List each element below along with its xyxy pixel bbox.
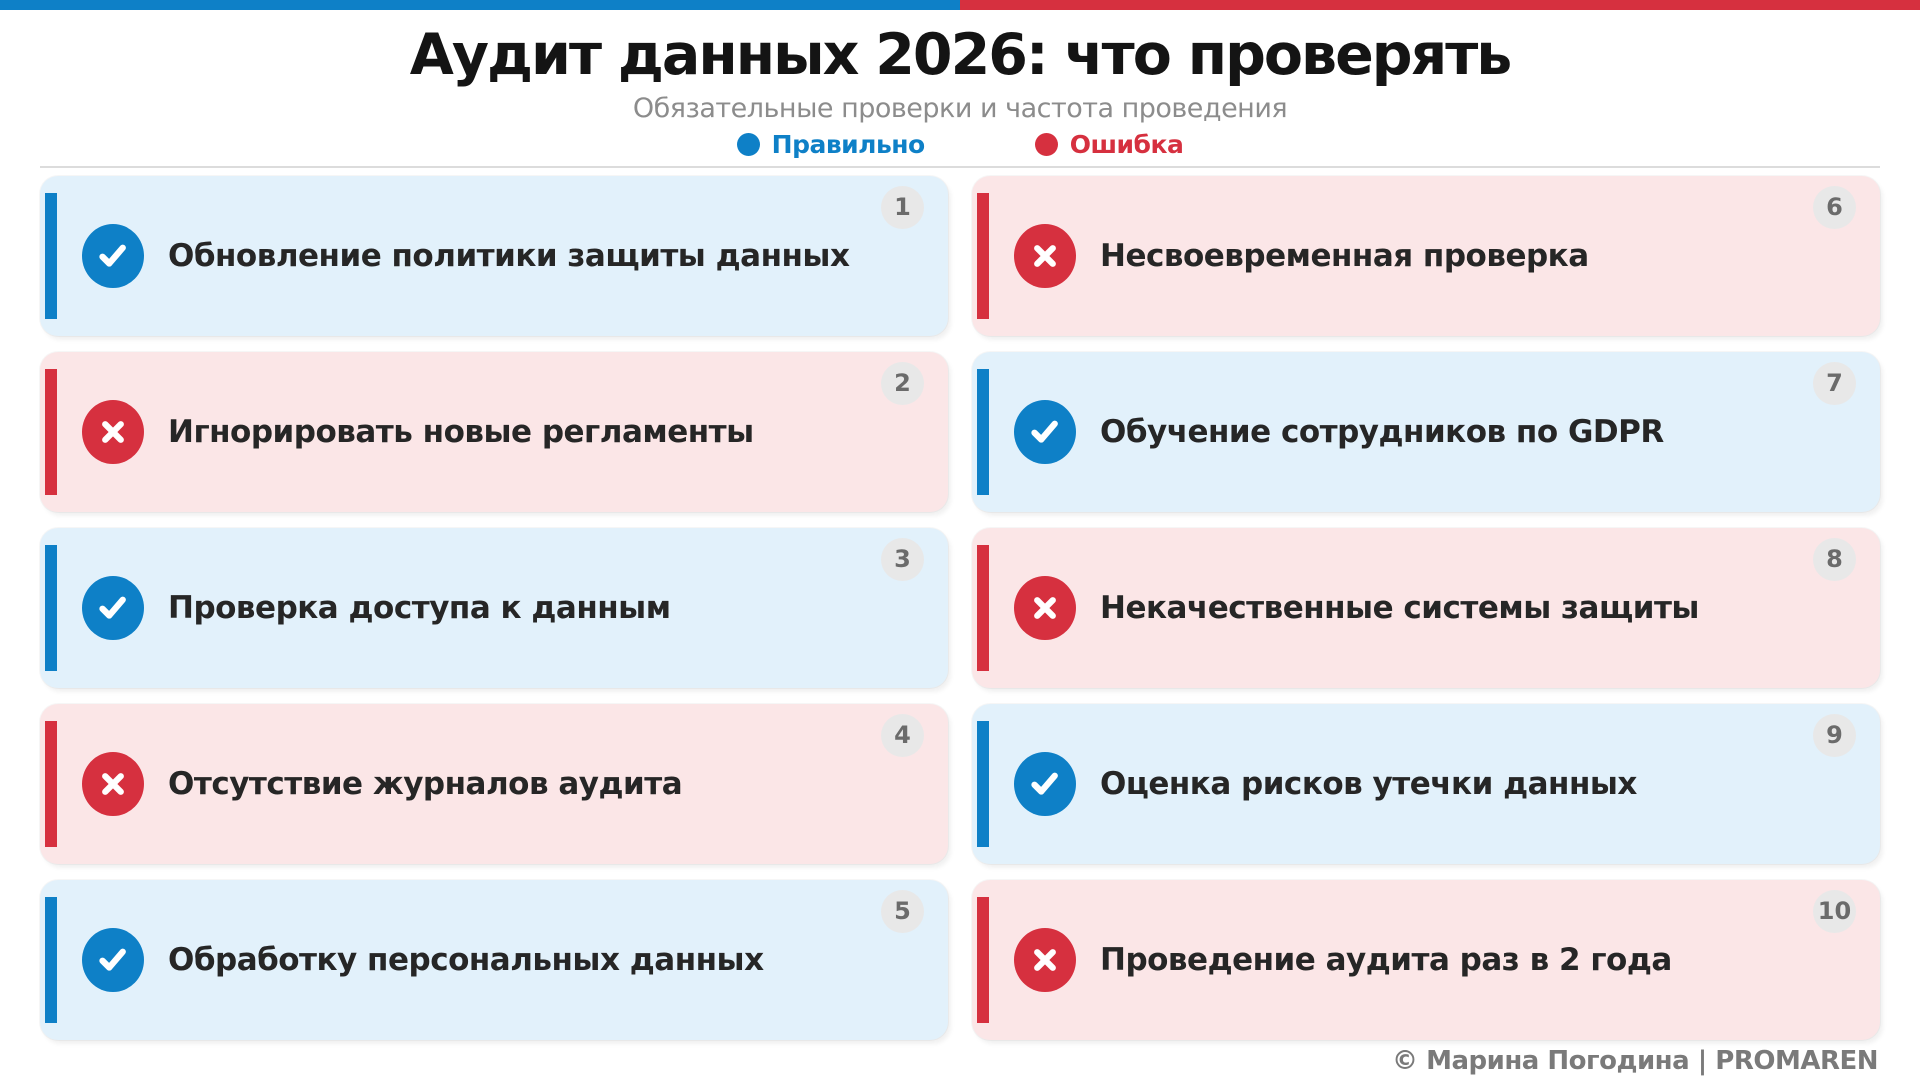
check-icon xyxy=(82,927,144,992)
card-label: Обучение сотрудников по GDPR xyxy=(1100,413,1664,450)
check-icon xyxy=(1014,751,1076,816)
number-badge: 5 xyxy=(881,889,924,933)
number-badge: 3 xyxy=(881,537,924,581)
number-badge: 6 xyxy=(1813,185,1856,229)
page-title: Аудит данных 2026: что проверять xyxy=(409,22,1513,88)
card-item-1: Обновление политики защиты данных 1 xyxy=(40,175,948,336)
card-item-6: Несвоевременная проверка 6 xyxy=(972,175,1880,336)
card-item-2: Игнорировать новые регламенты 2 xyxy=(40,351,948,512)
legend-item-error: Ошибка xyxy=(1034,130,1184,160)
number-badge: 10 xyxy=(1813,889,1856,933)
accent-stripe xyxy=(45,192,57,319)
card-label: Игнорировать новые регламенты xyxy=(168,413,754,450)
page-subtitle: Обязательные проверки и частота проведен… xyxy=(632,92,1288,124)
legend: Правильно Ошибка xyxy=(0,130,1920,160)
accent-stripe xyxy=(45,368,57,495)
card-item-8: Некачественные системы защиты 8 xyxy=(972,527,1880,688)
card-item-5: Обработку персональных данных 5 xyxy=(40,879,948,1040)
card-item-4: Отсутствие журналов аудита 4 xyxy=(40,703,948,864)
number-badge: 7 xyxy=(1813,361,1856,405)
check-icon xyxy=(1014,399,1076,464)
card-item-3: Проверка доступа к данным 3 xyxy=(40,527,948,688)
number-badge: 4 xyxy=(881,713,924,757)
card-label: Проверка доступа к данным xyxy=(168,589,671,626)
card-label: Обработку персональных данных xyxy=(168,941,764,978)
check-icon xyxy=(82,575,144,640)
cross-icon xyxy=(1014,575,1076,640)
accent-stripe xyxy=(977,192,989,319)
card-label: Проведение аудита раз в 2 года xyxy=(1100,941,1672,978)
accent-stripe xyxy=(45,896,57,1023)
legend-error-label: Ошибка xyxy=(1069,130,1184,160)
top-bar-blue-segment xyxy=(0,0,960,10)
cross-icon xyxy=(82,399,144,464)
legend-item-correct: Правильно xyxy=(736,130,926,160)
card-label: Несвоевременная проверка xyxy=(1100,237,1589,274)
card-label: Некачественные системы защиты xyxy=(1100,589,1699,626)
cross-icon xyxy=(82,751,144,816)
red-dot-icon xyxy=(1034,133,1058,157)
number-badge: 9 xyxy=(1813,713,1856,757)
cards-board: Обновление политики защиты данных 1 Игно… xyxy=(40,165,1880,1040)
accent-stripe xyxy=(977,720,989,847)
accent-stripe xyxy=(45,720,57,847)
card-label: Обновление политики защиты данных xyxy=(168,237,850,274)
top-bar-red-segment xyxy=(960,0,1920,10)
legend-correct-label: Правильно xyxy=(771,130,926,160)
card-label: Отсутствие журналов аудита xyxy=(168,765,683,802)
card-label: Оценка рисков утечки данных xyxy=(1100,765,1637,802)
check-icon xyxy=(82,223,144,288)
blue-dot-icon xyxy=(736,133,760,157)
top-accent-bar xyxy=(0,0,1920,10)
cross-icon xyxy=(1014,223,1076,288)
card-item-9: Оценка рисков утечки данных 9 xyxy=(972,703,1880,864)
number-badge: 8 xyxy=(1813,537,1856,581)
cross-icon xyxy=(1014,927,1076,992)
accent-stripe xyxy=(45,544,57,671)
accent-stripe xyxy=(977,896,989,1023)
number-badge: 2 xyxy=(881,361,924,405)
number-badge: 1 xyxy=(881,185,924,229)
credit-line: © Марина Погодина | PROMAREN xyxy=(1392,1046,1878,1076)
cards-grid: Обновление политики защиты данных 1 Игно… xyxy=(40,175,1880,1040)
accent-stripe xyxy=(977,544,989,671)
accent-stripe xyxy=(977,368,989,495)
card-item-7: Обучение сотрудников по GDPR 7 xyxy=(972,351,1880,512)
card-item-10: Проведение аудита раз в 2 года 10 xyxy=(972,879,1880,1040)
